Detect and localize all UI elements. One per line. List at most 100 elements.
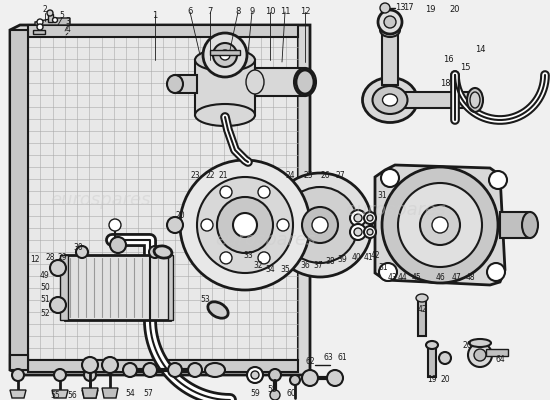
Text: 64: 64 (495, 356, 505, 364)
Circle shape (367, 215, 373, 221)
Circle shape (102, 357, 118, 373)
Text: 23: 23 (190, 170, 200, 180)
Text: 61: 61 (337, 354, 347, 362)
Text: 55: 55 (50, 390, 60, 400)
Text: eurospares: eurospares (50, 191, 150, 209)
Circle shape (354, 214, 362, 222)
Bar (28, 35, 298, 360)
Circle shape (290, 375, 300, 385)
Text: 2: 2 (43, 6, 47, 14)
Polygon shape (10, 390, 26, 398)
Text: 39: 39 (337, 256, 347, 264)
Bar (65, 255, 170, 320)
Circle shape (432, 217, 448, 233)
Circle shape (384, 16, 396, 28)
Circle shape (233, 213, 257, 237)
Circle shape (398, 183, 482, 267)
Bar (210, 50, 240, 55)
Circle shape (37, 19, 43, 25)
Circle shape (123, 363, 137, 377)
Text: 46: 46 (435, 274, 445, 282)
Text: 38: 38 (325, 258, 335, 266)
Text: 41: 41 (363, 254, 373, 262)
Circle shape (367, 229, 373, 235)
Circle shape (203, 33, 247, 77)
Text: 4: 4 (65, 26, 70, 34)
Circle shape (382, 167, 498, 283)
Polygon shape (82, 390, 98, 398)
Ellipse shape (195, 104, 255, 126)
Circle shape (312, 217, 328, 233)
Text: 3: 3 (65, 18, 70, 26)
Text: 24: 24 (285, 170, 295, 180)
Text: 13: 13 (395, 4, 405, 12)
Text: 21: 21 (218, 170, 228, 180)
Text: 57: 57 (143, 388, 153, 398)
Ellipse shape (246, 70, 264, 94)
Text: 22: 22 (205, 170, 214, 180)
Circle shape (143, 363, 157, 377)
Circle shape (50, 297, 66, 313)
Bar (405, 92, 475, 108)
Circle shape (258, 186, 270, 198)
Circle shape (110, 237, 126, 253)
Circle shape (213, 43, 237, 67)
Ellipse shape (426, 341, 438, 349)
Circle shape (487, 263, 505, 281)
Circle shape (52, 18, 58, 22)
Text: 40: 40 (351, 254, 361, 262)
Circle shape (381, 169, 399, 187)
Circle shape (82, 357, 98, 373)
Ellipse shape (208, 302, 228, 318)
Text: 9: 9 (249, 8, 255, 16)
Text: 63: 63 (323, 354, 333, 362)
Circle shape (350, 224, 366, 240)
Circle shape (327, 370, 343, 386)
Text: 62: 62 (305, 358, 315, 366)
Text: 50: 50 (40, 282, 50, 292)
Text: 10: 10 (265, 8, 275, 16)
Text: 14: 14 (475, 46, 485, 54)
Circle shape (220, 50, 230, 60)
Polygon shape (10, 25, 310, 375)
Circle shape (37, 24, 43, 30)
Bar (168, 255, 173, 320)
Text: 31: 31 (378, 264, 388, 272)
Text: 20: 20 (450, 6, 460, 14)
Circle shape (217, 197, 273, 253)
Text: eurospares: eurospares (214, 231, 315, 249)
Circle shape (201, 219, 213, 231)
Circle shape (167, 217, 183, 233)
Text: 8: 8 (235, 8, 241, 16)
Text: 5: 5 (59, 10, 64, 20)
Circle shape (168, 363, 182, 377)
Circle shape (220, 252, 232, 264)
Text: 18: 18 (439, 78, 450, 88)
Circle shape (54, 369, 66, 381)
Bar (486, 349, 508, 356)
Ellipse shape (205, 363, 225, 377)
Circle shape (269, 369, 281, 381)
Text: 29: 29 (57, 254, 67, 262)
Text: 12: 12 (30, 256, 40, 264)
Text: 27: 27 (335, 170, 345, 180)
Text: 32: 32 (253, 260, 263, 270)
Circle shape (354, 228, 362, 236)
Bar (28, 25, 298, 37)
Text: 20: 20 (175, 210, 185, 220)
Text: 60: 60 (286, 388, 296, 398)
Ellipse shape (467, 88, 483, 112)
Circle shape (180, 160, 310, 290)
Text: 26: 26 (320, 170, 330, 180)
Text: 44: 44 (398, 274, 408, 282)
Bar (428, 345, 436, 377)
Text: 20: 20 (462, 340, 472, 350)
Text: 6: 6 (188, 8, 192, 16)
Bar (60, 255, 68, 320)
Text: 25: 25 (303, 170, 313, 180)
Bar (255, 68, 305, 96)
Bar (33, 30, 45, 34)
Text: 7: 7 (207, 8, 213, 16)
Text: 42: 42 (370, 250, 380, 260)
Circle shape (439, 352, 451, 364)
